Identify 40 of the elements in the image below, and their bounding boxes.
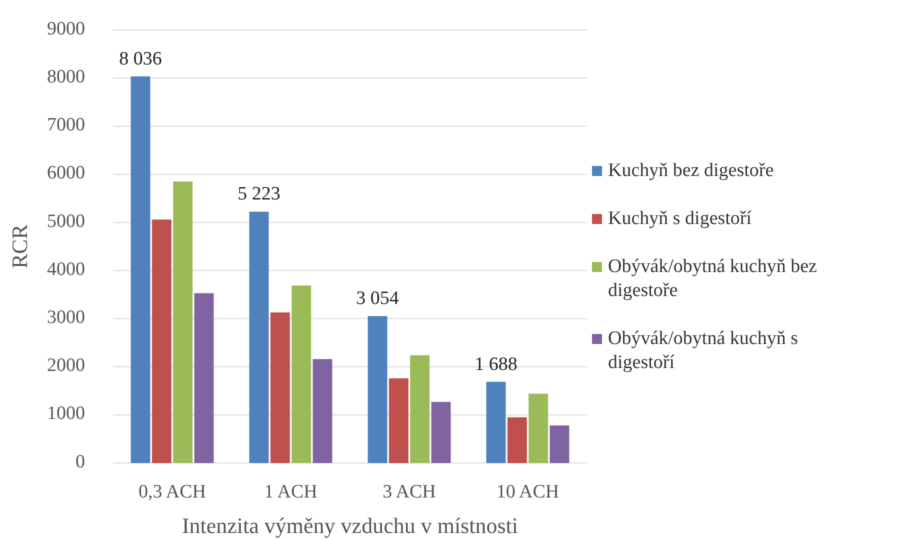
legend-label: Kuchyň bez digestoře: [608, 160, 774, 182]
y-tick-label: 5000: [47, 210, 85, 232]
bar: [152, 220, 172, 463]
y-tick-label: 6000: [47, 162, 85, 184]
bar: [550, 425, 570, 463]
data-label: 5 223: [238, 184, 280, 205]
y-tick-label: 0: [76, 451, 85, 472]
bar: [194, 293, 214, 463]
y-tick-label: 4000: [47, 258, 85, 280]
legend-label: Obývák/obytná kuchyň bez digestoře: [608, 256, 817, 302]
bar: [368, 316, 388, 463]
bar: [130, 76, 150, 463]
data-label: 1 688: [474, 354, 518, 375]
bar: [507, 417, 527, 463]
bar: [528, 394, 548, 463]
y-tick-label: 8000: [47, 66, 85, 88]
bar: [270, 312, 290, 463]
x-tick-label: 3 ACH: [382, 481, 436, 502]
bar: [292, 285, 312, 463]
x-tick-label: 0,3 ACH: [138, 481, 206, 502]
bar: [173, 182, 193, 463]
bar: [388, 378, 408, 463]
bar: [486, 382, 506, 463]
y-axis-title: RCR: [7, 224, 32, 269]
bar: [249, 212, 269, 463]
x-tick-label: 10 ACH: [496, 481, 560, 502]
x-axis-title: Intenzita výměny vzduchu v místnosti: [182, 513, 518, 538]
y-tick-label: 1000: [47, 403, 85, 424]
y-tick-label: 3000: [47, 307, 85, 328]
bar: [431, 402, 451, 463]
y-tick-label: 9000: [47, 18, 85, 40]
bar: [410, 355, 430, 463]
data-label: 3 054: [356, 288, 400, 310]
bar: [312, 359, 332, 463]
y-tick-label: 2000: [47, 355, 85, 376]
data-label: 8 036: [119, 48, 162, 70]
legend-label: Obývák/obytná kuchyň s digestoří: [608, 328, 798, 374]
x-tick-label: 1 ACH: [264, 481, 318, 502]
y-tick-label: 7000: [47, 114, 85, 136]
legend-label: Kuchyň s digestoří: [608, 208, 752, 230]
